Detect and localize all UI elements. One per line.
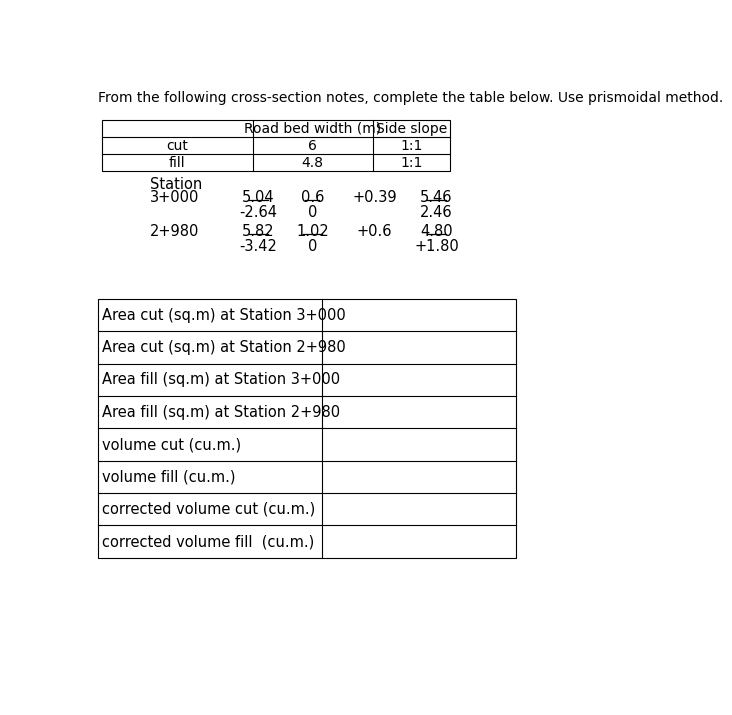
Text: 1:1: 1:1 bbox=[400, 139, 423, 153]
Text: 4.80: 4.80 bbox=[420, 224, 452, 239]
Text: Station: Station bbox=[149, 177, 202, 192]
Text: volume fill (cu.m.): volume fill (cu.m.) bbox=[102, 470, 235, 485]
Text: 1:1: 1:1 bbox=[400, 156, 423, 169]
Text: +0.39: +0.39 bbox=[352, 189, 397, 204]
Text: cut: cut bbox=[166, 139, 188, 153]
Text: 2.46: 2.46 bbox=[420, 205, 452, 220]
Text: fill: fill bbox=[169, 156, 185, 169]
Text: 6: 6 bbox=[308, 139, 317, 153]
Text: Road bed width (m): Road bed width (m) bbox=[244, 122, 381, 136]
Text: Area cut (sq.m) at Station 3+000: Area cut (sq.m) at Station 3+000 bbox=[102, 307, 346, 322]
Text: volume cut (cu.m.): volume cut (cu.m.) bbox=[102, 437, 241, 452]
Bar bbox=[97, 299, 516, 558]
Text: 5.82: 5.82 bbox=[242, 224, 274, 239]
Text: 0.6: 0.6 bbox=[301, 189, 324, 204]
Text: corrected volume cut (cu.m.): corrected volume cut (cu.m.) bbox=[102, 502, 315, 517]
Text: -3.42: -3.42 bbox=[239, 239, 277, 254]
Text: 2+980: 2+980 bbox=[149, 224, 199, 239]
Text: +0.6: +0.6 bbox=[356, 224, 392, 239]
Text: corrected volume fill  (cu.m.): corrected volume fill (cu.m.) bbox=[102, 534, 314, 549]
Text: -2.64: -2.64 bbox=[239, 205, 277, 220]
Text: +1.80: +1.80 bbox=[414, 239, 459, 254]
Text: Area cut (sq.m) at Station 2+980: Area cut (sq.m) at Station 2+980 bbox=[102, 340, 346, 355]
Text: 4.8: 4.8 bbox=[302, 156, 324, 169]
Text: From the following cross-section notes, complete the table below. Use prismoidal: From the following cross-section notes, … bbox=[97, 92, 723, 105]
Text: Side slope: Side slope bbox=[376, 122, 447, 136]
Bar bbox=[102, 120, 450, 172]
Text: 0: 0 bbox=[307, 239, 317, 254]
Text: 5.46: 5.46 bbox=[420, 189, 452, 204]
Text: 0: 0 bbox=[307, 205, 317, 220]
Text: 1.02: 1.02 bbox=[296, 224, 329, 239]
Text: Area fill (sq.m) at Station 3+000: Area fill (sq.m) at Station 3+000 bbox=[102, 373, 340, 388]
Text: 3+000: 3+000 bbox=[149, 189, 199, 204]
Text: 5.04: 5.04 bbox=[242, 189, 274, 204]
Text: Area fill (sq.m) at Station 2+980: Area fill (sq.m) at Station 2+980 bbox=[102, 405, 340, 420]
